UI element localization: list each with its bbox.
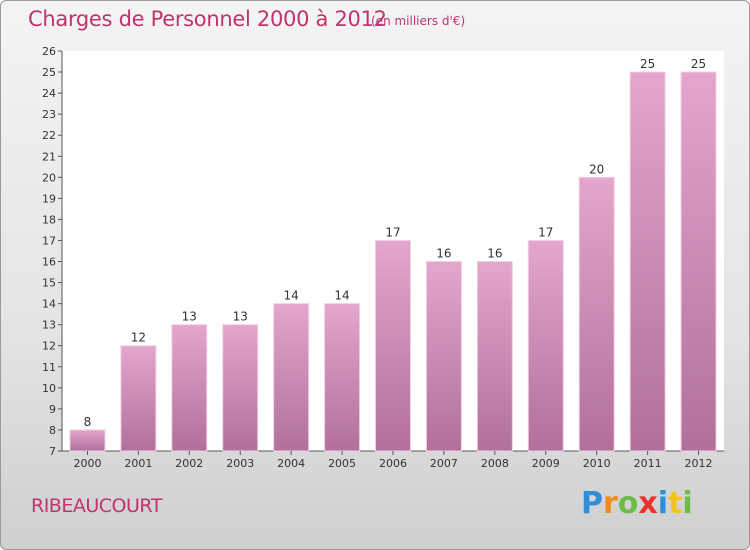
bar: [578, 176, 615, 452]
y-tick-label: 24: [42, 87, 56, 100]
y-tick-label: 17: [42, 234, 56, 247]
bar-value-label: 16: [436, 247, 451, 261]
bar: [120, 345, 157, 452]
logo-letter: r: [603, 486, 618, 521]
bar-value-label: 17: [538, 225, 553, 239]
x-tick-label: 2011: [634, 457, 662, 470]
unit-note: (en milliers d'€): [371, 14, 466, 28]
bar-value-label: 25: [691, 57, 706, 71]
y-tick-label: 13: [42, 319, 56, 332]
y-tick-label: 8: [49, 424, 56, 437]
x-tick-label: 2008: [481, 457, 509, 470]
y-tick-label: 16: [42, 256, 56, 269]
logo-letter: i: [682, 486, 693, 521]
bar-value-label: 16: [487, 247, 502, 261]
y-tick-label: 21: [42, 150, 56, 163]
bar: [273, 303, 310, 452]
y-tick-label: 25: [42, 66, 56, 79]
logo-letter: P: [581, 486, 603, 521]
x-tick-label: 2003: [226, 457, 254, 470]
y-tick-label: 10: [42, 382, 56, 395]
chart-title: Charges de Personnel 2000 à 2012: [28, 7, 387, 31]
x-tick-label: 2010: [583, 457, 611, 470]
x-tick-label: 2002: [175, 457, 203, 470]
y-tick-label: 14: [42, 298, 56, 311]
x-tick-label: 2009: [532, 457, 560, 470]
y-tick-label: 11: [42, 361, 56, 374]
x-tick-label: 2000: [73, 457, 101, 470]
bar-value-label: 13: [182, 310, 197, 324]
x-tick-label: 2004: [277, 457, 305, 470]
y-tick-label: 26: [42, 45, 56, 58]
bar: [69, 429, 106, 452]
y-tick-label: 9: [49, 403, 56, 416]
bar-value-label: 14: [284, 289, 299, 303]
place-name: RIBEAUCOURT: [31, 495, 162, 517]
logo-letter: x: [638, 486, 658, 521]
y-tick-label: 12: [42, 340, 56, 353]
x-tick-label: 2007: [430, 457, 458, 470]
bar-value-label: 14: [334, 289, 349, 303]
bar: [375, 239, 411, 452]
bar: [425, 261, 462, 452]
bar: [171, 324, 208, 452]
x-tick-label: 2006: [379, 457, 407, 470]
y-tick-label: 7: [49, 445, 56, 458]
proxiti-logo: Proxiti: [581, 486, 693, 521]
bar-value-label: 25: [640, 57, 655, 71]
y-tick-label: 15: [42, 277, 56, 290]
y-tick-label: 18: [42, 213, 56, 226]
bar-value-label: 20: [589, 162, 604, 176]
bar-value-label: 8: [84, 415, 92, 429]
logo-letter: i: [657, 486, 669, 521]
y-tick-label: 22: [42, 129, 56, 142]
y-tick-label: 23: [42, 108, 56, 121]
x-tick-label: 2005: [328, 457, 356, 470]
x-tick-label: 2001: [124, 457, 152, 470]
bar: [324, 303, 361, 452]
bar: [476, 261, 513, 452]
bar: [680, 71, 717, 452]
y-tick-label: 20: [42, 171, 56, 184]
bar-value-label: 17: [385, 225, 400, 239]
logo-letter: t: [668, 486, 683, 521]
bar-value-label: 12: [131, 331, 146, 345]
x-tick-label: 2012: [685, 457, 713, 470]
logo-letter: o: [617, 486, 639, 521]
y-tick-label: 19: [42, 192, 56, 205]
bar-value-label: 13: [233, 310, 248, 324]
bar: [222, 324, 259, 452]
bar: [527, 239, 564, 452]
bar: [629, 71, 666, 452]
